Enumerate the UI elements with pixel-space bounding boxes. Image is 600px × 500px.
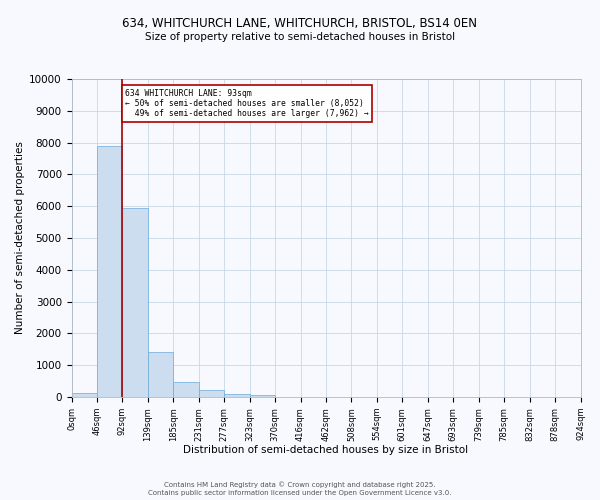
Text: Size of property relative to semi-detached houses in Bristol: Size of property relative to semi-detach… — [145, 32, 455, 42]
Bar — [224, 394, 250, 397]
Bar — [199, 390, 224, 397]
Bar — [122, 208, 148, 397]
Text: 634, WHITCHURCH LANE, WHITCHURCH, BRISTOL, BS14 0EN: 634, WHITCHURCH LANE, WHITCHURCH, BRISTO… — [122, 18, 478, 30]
Bar — [250, 395, 275, 397]
X-axis label: Distribution of semi-detached houses by size in Bristol: Distribution of semi-detached houses by … — [184, 445, 469, 455]
Text: 634 WHITCHURCH LANE: 93sqm
← 50% of semi-detached houses are smaller (8,052)
  4: 634 WHITCHURCH LANE: 93sqm ← 50% of semi… — [125, 88, 369, 118]
Text: Contains HM Land Registry data © Crown copyright and database right 2025.: Contains HM Land Registry data © Crown c… — [164, 481, 436, 488]
Bar — [97, 146, 122, 397]
Bar — [173, 382, 199, 397]
Y-axis label: Number of semi-detached properties: Number of semi-detached properties — [15, 142, 25, 334]
Bar — [71, 393, 97, 397]
Text: Contains public sector information licensed under the Open Government Licence v3: Contains public sector information licen… — [148, 490, 452, 496]
Bar — [148, 352, 173, 397]
